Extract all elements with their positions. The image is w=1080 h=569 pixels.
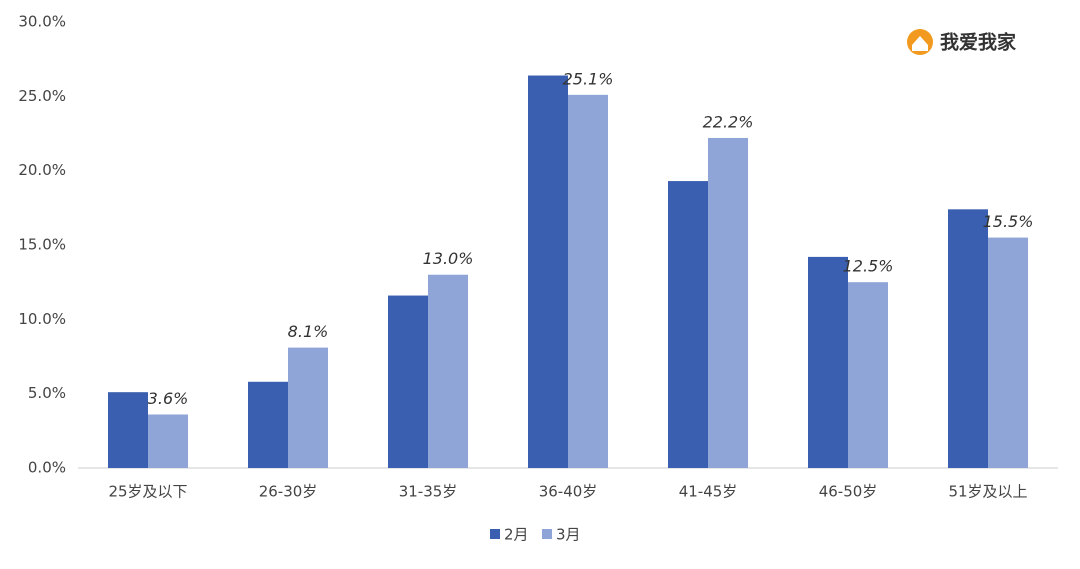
bar [288, 347, 328, 468]
value-label: 12.5% [843, 257, 894, 276]
legend-label: 3月 [556, 526, 581, 544]
legend-swatch [542, 529, 552, 539]
bar [528, 75, 568, 469]
y-tick-label: 30.0% [18, 13, 66, 31]
logo: 我爱我家 [907, 29, 1017, 55]
value-label: 8.1% [288, 322, 329, 341]
y-tick-label: 15.0% [18, 236, 66, 254]
x-tick-label: 31-35岁 [399, 483, 458, 501]
bar [948, 209, 988, 468]
x-tick-label: 46-50岁 [819, 483, 878, 501]
x-tick-label: 25岁及以下 [108, 483, 187, 501]
legend-label: 2月 [504, 526, 529, 544]
bar [248, 381, 288, 468]
y-tick-label: 25.0% [18, 87, 66, 105]
x-tick-label: 41-45岁 [679, 483, 738, 501]
bar [148, 414, 188, 468]
y-tick-label: 0.0% [28, 459, 66, 477]
y-tick-label: 5.0% [28, 384, 66, 402]
legend-swatch [490, 529, 500, 539]
x-tick-label: 26-30岁 [259, 483, 318, 501]
bar [708, 137, 748, 468]
value-label: 15.5% [983, 212, 1034, 231]
x-tick-label: 36-40岁 [539, 483, 598, 501]
bar [108, 392, 148, 468]
logo-house [912, 36, 928, 51]
bar [388, 295, 428, 468]
value-label: 22.2% [703, 112, 754, 131]
value-label: 3.6% [148, 389, 189, 408]
value-label: 13.0% [423, 249, 474, 268]
logo-text: 我爱我家 [940, 31, 1017, 54]
bar [668, 181, 708, 468]
bar [568, 94, 608, 468]
x-tick-label: 51岁及以上 [948, 483, 1027, 501]
y-tick-label: 20.0% [18, 161, 66, 179]
bar [848, 282, 888, 468]
bar [808, 256, 848, 468]
bar [988, 237, 1028, 468]
value-label: 25.1% [563, 69, 614, 88]
y-tick-label: 10.0% [18, 310, 66, 328]
bar [428, 274, 468, 468]
